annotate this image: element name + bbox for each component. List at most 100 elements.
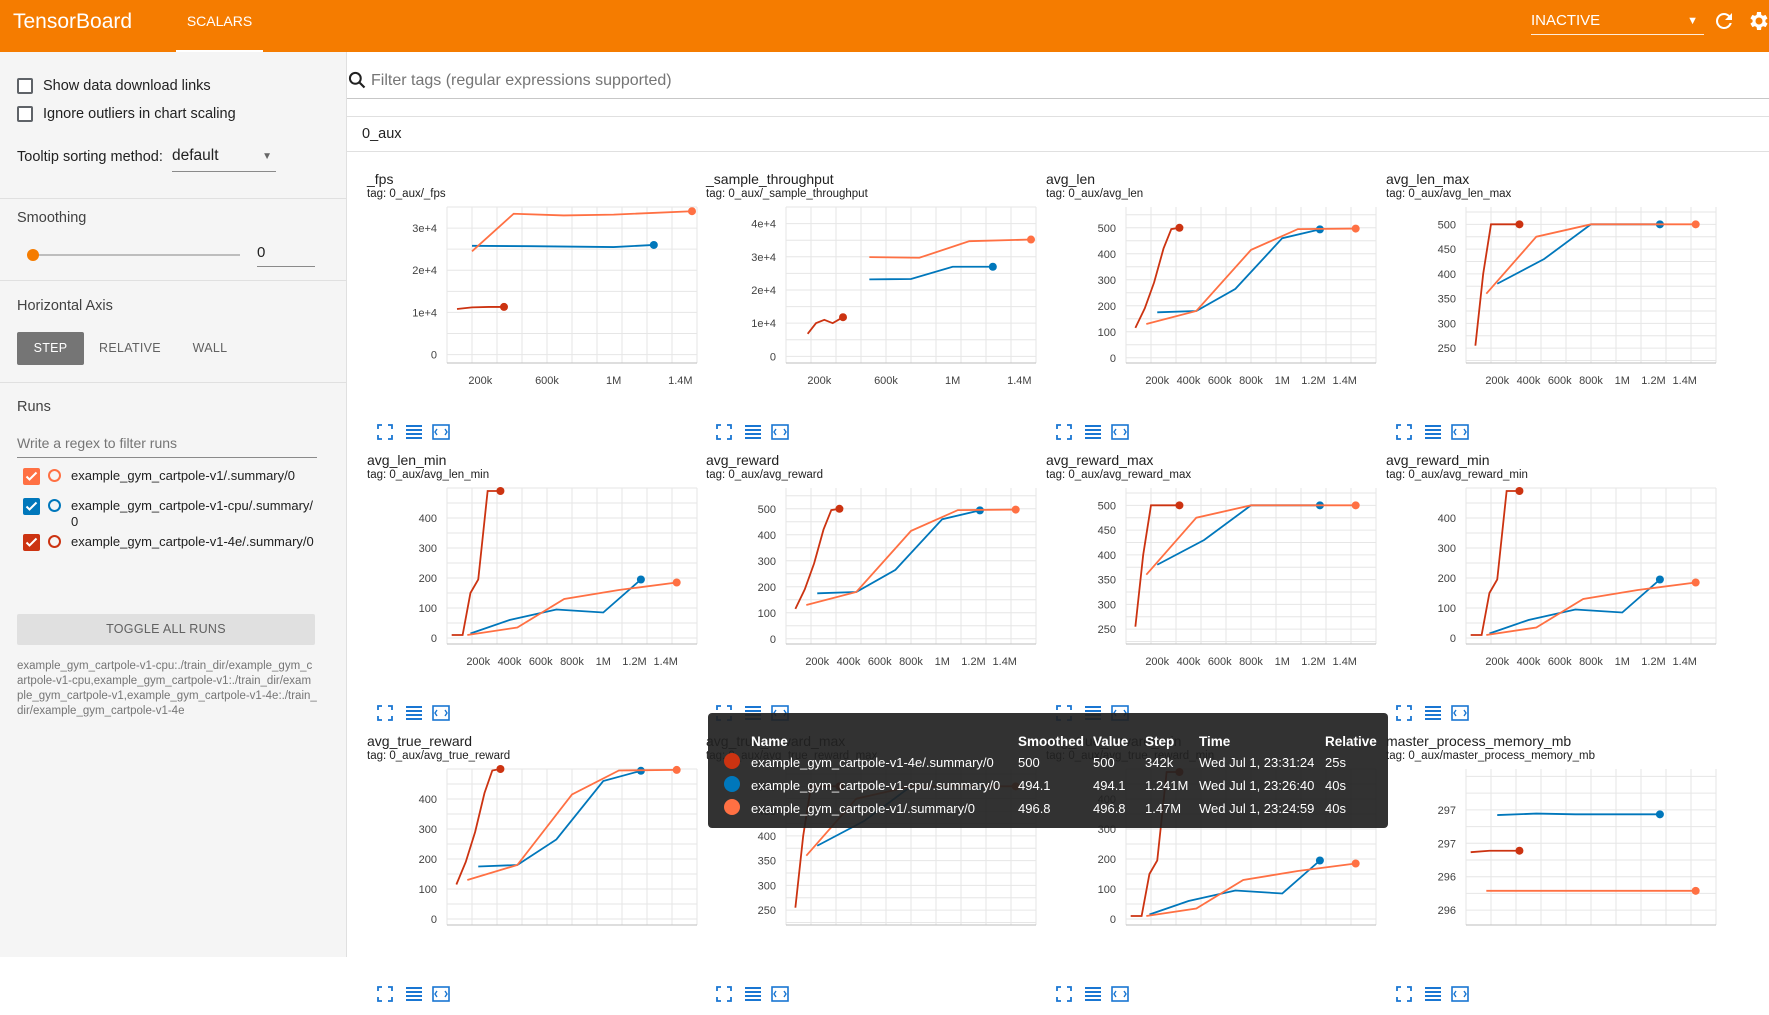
fit-domain-icon[interactable] <box>1110 985 1130 1003</box>
series-line[interactable] <box>1486 581 1696 636</box>
series-line[interactable] <box>869 265 993 281</box>
series-endpoint[interactable] <box>839 313 847 322</box>
checkbox-box[interactable] <box>17 106 33 122</box>
series-line[interactable] <box>1134 504 1180 627</box>
series-line[interactable] <box>794 507 840 610</box>
series-line[interactable] <box>1497 812 1660 816</box>
series-line[interactable] <box>1149 859 1321 916</box>
series-line[interactable] <box>817 509 981 595</box>
series-endpoint[interactable] <box>1175 501 1184 510</box>
fullscreen-icon[interactable] <box>375 704 395 722</box>
line-chart[interactable]: 296 296 297 297 <box>1386 761 1723 961</box>
series-line[interactable] <box>1157 228 1321 314</box>
list-icon[interactable] <box>1083 423 1103 441</box>
fit-domain-icon[interactable] <box>770 985 790 1003</box>
series-endpoint[interactable] <box>649 240 658 249</box>
list-icon[interactable] <box>404 985 424 1003</box>
list-icon[interactable] <box>1423 704 1443 722</box>
category-header[interactable]: 0_aux <box>347 116 1769 152</box>
smoothing-slider-thumb[interactable] <box>27 249 39 261</box>
fit-domain-icon[interactable] <box>770 423 790 441</box>
series-endpoint[interactable] <box>496 487 505 495</box>
series-line[interactable] <box>455 768 501 885</box>
run-checkbox[interactable] <box>23 498 40 515</box>
fullscreen-icon[interactable] <box>1054 423 1074 441</box>
run-checkbox[interactable] <box>23 468 40 485</box>
series-endpoint[interactable] <box>500 302 508 311</box>
series-endpoint[interactable] <box>496 765 505 773</box>
series-endpoint[interactable] <box>1515 846 1524 855</box>
series-endpoint[interactable] <box>1515 487 1524 495</box>
line-chart[interactable]: 250 300 350 400 450 500 200k 400k 600k 800k 1M 1.2M… <box>1046 480 1383 680</box>
series-endpoint[interactable] <box>1351 859 1360 868</box>
line-chart[interactable]: 0 1e+4 2e+4 3e+4 200k 600k 1M 1.4M <box>367 199 704 399</box>
fit-domain-icon[interactable] <box>1450 423 1470 441</box>
toggle-all-runs-button[interactable]: TOGGLE ALL RUNS <box>17 614 315 645</box>
tooltip-sorting-select[interactable]: default ▼ <box>172 143 276 172</box>
series-line[interactable] <box>451 490 501 636</box>
series-line[interactable] <box>1146 862 1356 917</box>
list-icon[interactable] <box>404 704 424 722</box>
series-endpoint[interactable] <box>1691 886 1700 895</box>
series-endpoint[interactable] <box>1315 856 1324 865</box>
series-line[interactable] <box>806 316 844 335</box>
line-chart[interactable]: 0 1e+4 2e+4 3e+4 4e+4 200k 600k 1M 1.4M <box>706 199 1043 399</box>
tab-scalars[interactable]: SCALARS <box>176 0 263 52</box>
series-endpoint[interactable] <box>1691 578 1700 587</box>
line-chart[interactable]: 0 100 200 300 400 <box>367 761 704 961</box>
smoothing-slider-track[interactable] <box>33 254 240 256</box>
fullscreen-icon[interactable] <box>1054 985 1074 1003</box>
refresh-icon[interactable] <box>1712 9 1736 33</box>
fullscreen-icon[interactable] <box>1394 985 1414 1003</box>
list-icon[interactable] <box>404 423 424 441</box>
series-line[interactable] <box>467 769 677 881</box>
fit-domain-icon[interactable] <box>431 423 451 441</box>
list-icon[interactable] <box>743 704 763 722</box>
inactive-dashboard-select[interactable]: INACTIVE ▼ <box>1531 9 1704 35</box>
series-line[interactable] <box>467 581 677 636</box>
series-line[interactable] <box>869 238 1032 259</box>
series-endpoint[interactable] <box>1011 505 1020 514</box>
line-chart[interactable]: 0 100 200 300 400 200k 400k 600k 800k 1M 1.2M 1.4M <box>367 480 704 680</box>
series-line[interactable] <box>1145 504 1356 576</box>
line-chart[interactable]: 250 300 350 400 450 500 200k 400k 600k 800k 1M 1.2M… <box>1386 199 1723 399</box>
run-color-swatch[interactable] <box>48 469 61 482</box>
fullscreen-icon[interactable] <box>1394 423 1414 441</box>
series-endpoint[interactable] <box>688 207 696 216</box>
series-line[interactable] <box>1485 223 1696 295</box>
line-chart[interactable]: 0 100 200 300 400 500 200k 400k 600k 800k 1M 1.2M 1.… <box>1046 199 1383 399</box>
series-line[interactable] <box>470 578 642 635</box>
run-color-swatch[interactable] <box>48 535 61 548</box>
list-icon[interactable] <box>1083 704 1103 722</box>
list-icon[interactable] <box>743 985 763 1003</box>
fit-domain-icon[interactable] <box>1110 423 1130 441</box>
series-line[interactable] <box>806 508 1016 606</box>
series-endpoint[interactable] <box>1175 223 1184 232</box>
series-endpoint[interactable] <box>672 578 681 587</box>
fit-domain-icon[interactable] <box>1450 704 1470 722</box>
series-line[interactable] <box>1470 849 1520 854</box>
series-endpoint[interactable] <box>1027 235 1035 244</box>
series-endpoint[interactable] <box>1351 224 1360 233</box>
fit-domain-icon[interactable] <box>431 704 451 722</box>
line-chart[interactable]: 0 100 200 300 400 200k 400k 600k 800k 1M 1.2M 1.4M <box>1386 480 1723 680</box>
fullscreen-icon[interactable] <box>714 985 734 1003</box>
list-icon[interactable] <box>1423 423 1443 441</box>
fullscreen-icon[interactable] <box>375 985 395 1003</box>
series-line[interactable] <box>1470 490 1520 636</box>
series-endpoint[interactable] <box>1351 501 1360 510</box>
fit-domain-icon[interactable] <box>1450 985 1470 1003</box>
horizontal-axis-step-button[interactable]: STEP <box>17 332 84 365</box>
fullscreen-icon[interactable] <box>1054 704 1074 722</box>
series-line[interactable] <box>456 306 504 310</box>
fullscreen-icon[interactable] <box>714 423 734 441</box>
fullscreen-icon[interactable] <box>714 704 734 722</box>
series-line[interactable] <box>1134 226 1180 329</box>
series-endpoint[interactable] <box>835 504 844 513</box>
list-icon[interactable] <box>1083 985 1103 1003</box>
series-endpoint[interactable] <box>672 765 681 774</box>
line-chart[interactable]: 0 100 200 300 400 500 200k 400k 600k 800k 1M 1.2M 1.… <box>706 480 1043 680</box>
series-endpoint[interactable] <box>1655 810 1664 819</box>
gear-icon[interactable] <box>1747 9 1769 33</box>
fit-domain-icon[interactable] <box>431 985 451 1003</box>
